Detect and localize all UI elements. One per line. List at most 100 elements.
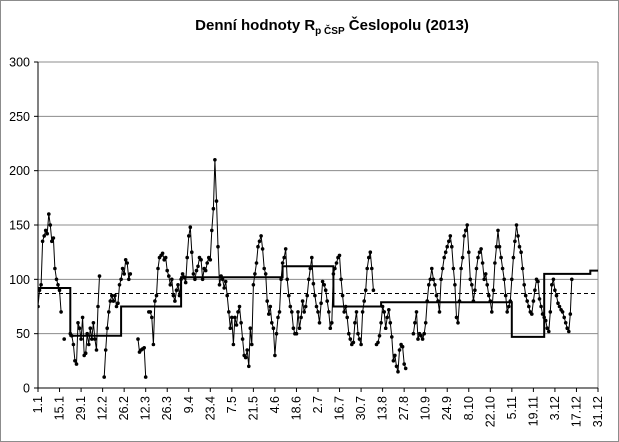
daily-value-point [325,299,330,303]
chart-title-prefix: Denní hodnoty R [195,17,315,34]
daily-value-point [127,277,131,282]
x-tick-label: 8.10 [462,396,476,420]
x-tick-label: 31.12 [591,396,605,427]
daily-value-point [253,272,257,276]
daily-value-point [237,304,242,309]
daily-value-point [520,266,525,271]
daily-value-point [490,310,494,314]
daily-value-point [274,331,279,336]
daily-value-point [568,312,573,316]
daily-value-point [519,250,523,254]
daily-value-point [422,331,427,336]
daily-value-point [91,321,96,325]
daily-value-point [499,255,503,260]
daily-value-point [391,359,396,363]
daily-value-point [87,342,91,347]
daily-value-point [531,299,536,303]
daily-value-point [250,342,254,347]
daily-value-point [102,375,106,379]
daily-value-point [40,239,45,244]
daily-value-point [193,277,197,282]
x-tick-label: 12.3 [139,396,153,420]
daily-value-point [43,228,48,233]
daily-value-point [110,293,114,298]
daily-value-point [348,337,353,341]
daily-value-point [482,277,487,282]
daily-value-point [510,277,514,282]
daily-value-point [308,266,313,271]
daily-value-point [57,288,62,293]
daily-value-point [467,250,471,254]
daily-value-point [459,266,463,271]
x-tick-label: 26.3 [160,396,174,420]
daily-value-point [116,301,120,306]
daily-value-point [560,310,565,314]
y-tick-label: 100 [9,273,30,287]
daily-value-point [388,321,393,325]
daily-value-point [570,277,574,282]
daily-value-point [493,261,497,265]
daily-value-point [413,321,417,325]
daily-value-point [387,308,391,312]
y-tick-label: 200 [9,164,30,178]
daily-value-point [59,310,63,314]
y-tick-label: 250 [9,110,30,124]
daily-value-point [305,293,310,298]
x-tick-labels: 1.1 15.1 29.1 12.2 26.2 12.3 26.3 9.4 23.4 7.5 21.… [31,396,605,427]
daily-value-point [427,283,431,287]
daily-value-point [307,277,311,282]
daily-value-point [230,315,234,320]
daily-value-point [497,244,502,249]
daily-value-point [42,234,46,238]
daily-value-point [151,342,156,347]
daily-value-point [354,310,359,314]
daily-value-point [128,272,133,276]
daily-series-line [412,224,573,341]
daily-value-point [437,310,442,314]
daily-value-point [507,304,511,309]
daily-value-point [567,329,571,334]
daily-value-point [511,255,516,260]
daily-value-point [460,255,465,260]
daily-value-point [171,293,176,298]
daily-value-point [323,288,328,293]
daily-value-point [502,277,507,282]
daily-value-point [47,212,51,216]
daily-value-point [105,326,109,331]
daily-value-point [316,310,320,314]
daily-value-point [565,326,569,331]
daily-value-point [430,266,434,271]
daily-value-point [368,250,373,254]
daily-value-point [180,272,185,276]
daily-value-point [445,244,450,249]
x-tick-label: 12.2 [96,396,110,420]
daily-value-point [94,348,99,352]
daily-value-point [479,247,483,251]
daily-value-point [297,326,302,331]
daily-value-point [76,321,80,325]
daily-value-point [371,288,376,293]
daily-value-point [353,321,357,325]
daily-value-point [357,337,362,341]
daily-value-point [173,299,177,303]
y-tick-label: 0 [23,382,30,396]
daily-value-point [377,334,382,338]
daily-value-point [265,299,270,303]
daily-value-point [393,353,397,358]
daily-value-point [50,239,54,244]
daily-value-point [447,239,451,244]
daily-value-point [257,239,262,244]
daily-value-point [107,310,111,314]
daily-value-point [483,272,488,276]
monthly-mean-step-line [38,265,598,338]
daily-value-point [174,288,179,293]
daily-value-point [382,310,387,314]
daily-value-point [487,293,491,298]
daily-value-point [39,283,43,287]
daily-value-point [62,337,66,341]
x-tick-label: 26.2 [117,396,131,420]
daily-series-line [137,339,147,378]
daily-value-point [320,279,325,284]
x-tick-label: 13.8 [376,396,390,420]
x-tick-label: 29.1 [74,396,88,420]
